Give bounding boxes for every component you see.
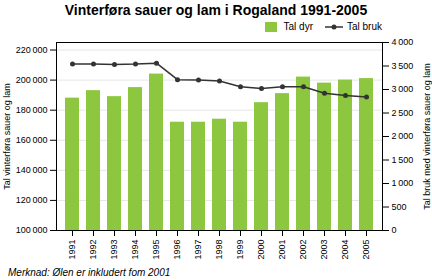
svg-text:1996: 1996	[172, 240, 182, 260]
svg-text:3 000: 3 000	[392, 84, 414, 94]
svg-text:500: 500	[392, 202, 407, 212]
svg-text:Tal bruk med vinterføra sauer: Tal bruk med vinterføra sauer og lam	[422, 63, 432, 210]
svg-text:2004: 2004	[340, 240, 350, 260]
svg-text:1998: 1998	[214, 240, 224, 260]
svg-text:220 000: 220 000	[16, 45, 48, 55]
svg-text:140 000: 140 000	[16, 165, 48, 175]
svg-text:2 000: 2 000	[392, 131, 414, 141]
svg-text:200 000: 200 000	[16, 75, 48, 85]
svg-text:1992: 1992	[88, 240, 98, 260]
svg-text:120 000: 120 000	[16, 195, 48, 205]
svg-text:0: 0	[392, 225, 397, 235]
svg-text:2000: 2000	[256, 240, 266, 260]
svg-text:1993: 1993	[109, 240, 119, 260]
svg-text:2001: 2001	[277, 240, 287, 260]
svg-text:1999: 1999	[235, 240, 245, 260]
svg-text:180 000: 180 000	[16, 105, 48, 115]
svg-text:1 000: 1 000	[392, 178, 414, 188]
html-text:Tal bruk: Tal bruk	[347, 21, 382, 32]
svg-text:4 000: 4 000	[392, 37, 414, 47]
html-text:Merknad: Ølen er inkludert fom: Merknad: Ølen er inkludert fom 2001	[8, 267, 171, 278]
svg-text:160 000: 160 000	[16, 135, 48, 145]
svg-text:2003: 2003	[319, 240, 329, 260]
svg-text:Tal vinterføra sauer og lam: Tal vinterføra sauer og lam	[2, 83, 12, 190]
svg-text:2005: 2005	[361, 240, 371, 260]
html-text:Vinterføra sauer og lam i Roga: Vinterføra sauer og lam i Rogaland 1991-…	[64, 2, 368, 18]
svg-text:3 500: 3 500	[392, 61, 414, 71]
svg-text:2002: 2002	[298, 240, 308, 260]
svg-text:1997: 1997	[193, 240, 203, 260]
svg-text:1 500: 1 500	[392, 155, 414, 165]
svg-text:100 000: 100 000	[16, 225, 48, 235]
svg-text:1995: 1995	[151, 240, 161, 260]
svg-text:1991: 1991	[67, 240, 77, 260]
html-text:Tal dyr: Tal dyr	[283, 21, 313, 32]
svg-text:2 500: 2 500	[392, 108, 414, 118]
svg-text:1994: 1994	[130, 240, 140, 260]
